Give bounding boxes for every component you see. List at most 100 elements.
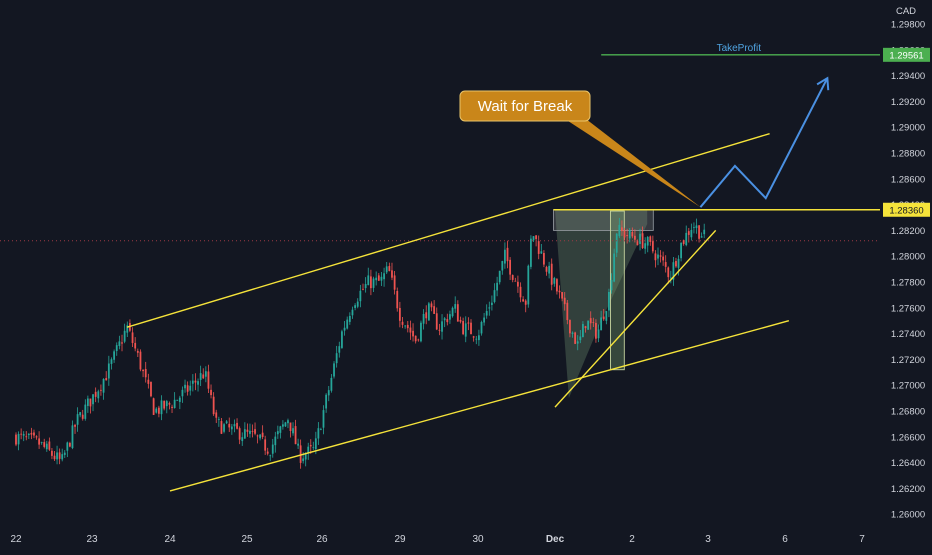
candle-body: [584, 326, 587, 329]
price-tick-label: 1.29400: [891, 71, 925, 82]
candle-body: [189, 385, 192, 391]
candle-body: [519, 286, 522, 298]
candle-body: [131, 332, 134, 343]
candle-body: [81, 414, 84, 419]
candle-body: [264, 439, 267, 451]
candle-body: [215, 412, 218, 418]
candle-body: [333, 363, 335, 377]
candle-body: [238, 428, 241, 440]
candle-body: [615, 233, 618, 253]
candle-body: [467, 322, 470, 324]
candle-body: [545, 266, 548, 272]
candle-body: [241, 437, 244, 442]
candle-body: [317, 428, 320, 439]
candle-body: [294, 426, 297, 445]
candle-body: [703, 229, 706, 235]
projection-arrowhead: [816, 76, 830, 91]
candle-body: [56, 452, 58, 460]
candle-body: [517, 281, 519, 287]
candle-body: [186, 385, 189, 392]
candle-body: [422, 313, 425, 324]
price-tick-label: 1.27200: [891, 355, 925, 366]
candle-body: [454, 304, 457, 309]
candle-body: [451, 307, 454, 317]
candle-body: [123, 330, 126, 342]
candle-body: [543, 253, 545, 265]
candle-body: [251, 431, 254, 432]
candle-body: [38, 438, 41, 445]
candle-body: [61, 454, 64, 460]
candle-body: [582, 324, 584, 338]
candle-body: [233, 424, 236, 427]
candle-body: [325, 394, 328, 409]
candle-body: [107, 363, 110, 379]
candle-body: [356, 301, 359, 307]
candle-body: [618, 224, 621, 237]
candle-body: [608, 291, 610, 311]
candle-body: [58, 452, 61, 459]
price-tick-label: 1.28200: [891, 226, 925, 237]
candle-body: [685, 232, 688, 246]
time-axis[interactable]: 22 23 24 25 26 29 30 Dec 2 3 6 7: [10, 534, 865, 545]
triangle-support-line: [554, 229, 717, 408]
candle-body: [330, 377, 333, 391]
candle-body: [595, 322, 597, 339]
candle-body: [576, 341, 579, 344]
candle-body: [527, 265, 530, 305]
candle-body: [17, 433, 20, 445]
candle-body: [191, 380, 194, 384]
candle-body: [475, 338, 478, 340]
price-tick-label: 1.26200: [891, 484, 925, 495]
candle-body: [309, 445, 312, 447]
candle-body: [184, 384, 186, 389]
candle-body: [514, 280, 517, 282]
candle-body: [97, 391, 100, 399]
candle-body: [228, 423, 231, 428]
candle-body: [351, 309, 354, 316]
candle-body: [168, 403, 171, 405]
candle-body: [144, 368, 147, 378]
candle-body: [212, 396, 215, 415]
candle-body: [420, 322, 422, 342]
candle-body: [113, 351, 116, 360]
candle-body: [636, 241, 639, 246]
candle-body: [287, 420, 289, 424]
candle-body: [623, 230, 626, 238]
candle-body: [456, 304, 459, 322]
candle-body: [197, 381, 199, 385]
price-tick-label: 1.27000: [891, 381, 925, 392]
candle-body: [367, 275, 370, 286]
candle-body: [446, 319, 449, 323]
candle-body: [171, 406, 173, 408]
price-labels-layer: 1.29561 1.28360: [883, 47, 930, 217]
candle-body: [155, 408, 158, 413]
candle-body: [304, 454, 307, 460]
candle-body: [597, 329, 600, 339]
callout-text: Wait for Break: [478, 98, 573, 115]
candle-body: [136, 350, 139, 353]
candle-body: [15, 434, 17, 445]
candle-body: [181, 389, 184, 397]
candle-body: [76, 414, 79, 425]
candle-body: [406, 324, 409, 329]
candle-body: [501, 261, 504, 271]
candle-body: [561, 292, 564, 299]
currency-label: CAD: [896, 6, 916, 17]
candle-body: [102, 378, 105, 393]
candle-body: [472, 336, 475, 338]
candle-body: [160, 400, 163, 415]
price-tick-label: 1.29200: [891, 97, 925, 108]
candle-body: [553, 277, 556, 284]
candle-body: [433, 306, 436, 314]
candle-body: [27, 433, 30, 436]
candle-body: [574, 332, 577, 344]
candle-body: [105, 378, 108, 381]
candle-body: [626, 235, 629, 237]
candle-body: [530, 238, 532, 267]
candle-body: [493, 290, 496, 302]
candle-body: [404, 325, 407, 327]
time-tick-label: 23: [86, 534, 98, 545]
candle-body: [194, 380, 197, 383]
